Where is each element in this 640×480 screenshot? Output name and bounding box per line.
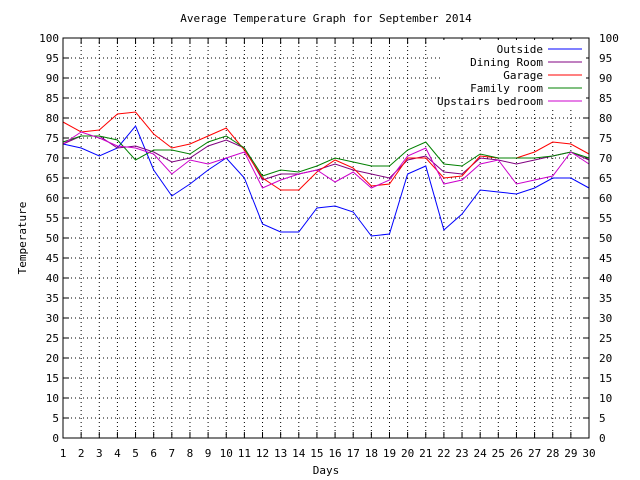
x-tick-label: 3 — [96, 447, 103, 460]
y-tick-label-left: 55 — [46, 212, 59, 225]
series-lines — [62, 111, 590, 237]
x-tick-label: 10 — [220, 447, 233, 460]
x-tick-label: 17 — [347, 447, 360, 460]
x-tick-label: 5 — [132, 447, 139, 460]
x-tick-label: 23 — [455, 447, 468, 460]
x-tick-label: 20 — [401, 447, 414, 460]
y-tick-label-left: 85 — [46, 92, 59, 105]
x-tick-label: 2 — [78, 447, 85, 460]
y-tick-label-right: 60 — [599, 192, 612, 205]
x-axis-label: Days — [313, 464, 340, 477]
y-tick-label-left: 0 — [52, 432, 59, 445]
y-tick-label-right: 35 — [599, 292, 612, 305]
x-tick-label: 8 — [187, 447, 194, 460]
x-tick-label: 22 — [437, 447, 450, 460]
y-tick-label-right: 40 — [599, 272, 612, 285]
y-tick-label-left: 50 — [46, 232, 59, 245]
x-tick-label: 29 — [564, 447, 577, 460]
series-line-upstairs-bedroom — [62, 131, 590, 189]
y-tick-label-right: 20 — [599, 352, 612, 365]
y-tick-label-right: 90 — [599, 72, 612, 85]
x-tick-label: 19 — [383, 447, 396, 460]
y-tick-label-right: 0 — [599, 432, 606, 445]
y-axis-label: Temperature — [16, 202, 29, 275]
x-tick-label: 1 — [60, 447, 67, 460]
x-tick-label: 9 — [205, 447, 212, 460]
plot-frame — [62, 37, 590, 439]
y-tick-label-left: 35 — [46, 292, 59, 305]
legend-label: Dining Room — [470, 56, 543, 69]
series-line-garage — [62, 111, 590, 191]
x-tick-label: 21 — [419, 447, 432, 460]
x-tick-label: 28 — [546, 447, 559, 460]
series-line-outside — [62, 125, 590, 237]
y-tick-label-left: 100 — [39, 32, 59, 45]
y-tick-label-right: 5 — [599, 412, 606, 425]
x-tick-label: 13 — [274, 447, 287, 460]
y-tick-label-right: 25 — [599, 332, 612, 345]
y-tick-label-right: 30 — [599, 312, 612, 325]
y-tick-label-right: 100 — [599, 32, 619, 45]
y-tick-label-right: 95 — [599, 52, 612, 65]
grid — [63, 38, 589, 438]
y-tick-label-left: 95 — [46, 52, 59, 65]
y-tick-label-left: 80 — [46, 112, 59, 125]
x-tick-label: 15 — [310, 447, 323, 460]
y-tick-label-right: 50 — [599, 232, 612, 245]
chart-title: Average Temperature Graph for September … — [180, 12, 472, 25]
y-tick-label-left: 20 — [46, 352, 59, 365]
y-tick-label-right: 10 — [599, 392, 612, 405]
y-tick-label-left: 40 — [46, 272, 59, 285]
y-tick-label-right: 65 — [599, 172, 612, 185]
x-tick-label: 14 — [292, 447, 306, 460]
y-tick-label-left: 30 — [46, 312, 59, 325]
y-tick-label-right: 70 — [599, 152, 612, 165]
x-tick-label: 18 — [365, 447, 378, 460]
y-tick-label-left: 5 — [52, 412, 59, 425]
y-tick-label-right: 85 — [599, 92, 612, 105]
y-tick-label-left: 75 — [46, 132, 59, 145]
y-tick-label-right: 80 — [599, 112, 612, 125]
y-tick-label-right: 55 — [599, 212, 612, 225]
legend-background — [440, 40, 586, 108]
x-tick-label: 27 — [528, 447, 541, 460]
x-tick-label: 6 — [150, 447, 157, 460]
series-line-family-room — [62, 135, 590, 177]
x-tick-label: 16 — [328, 447, 341, 460]
x-tick-label: 11 — [238, 447, 251, 460]
y-tick-label-left: 15 — [46, 372, 59, 385]
x-tick-label: 4 — [114, 447, 121, 460]
y-tick-label-right: 75 — [599, 132, 612, 145]
legend-label: Family room — [470, 82, 543, 95]
legend-label: Outside — [497, 43, 543, 56]
x-tick-label: 25 — [492, 447, 505, 460]
y-tick-label-left: 70 — [46, 152, 59, 165]
y-tick-label-right: 45 — [599, 252, 612, 265]
legend-label: Garage — [503, 69, 543, 82]
y-tick-label-left: 60 — [46, 192, 59, 205]
y-tick-label-left: 90 — [46, 72, 59, 85]
y-tick-label-left: 25 — [46, 332, 59, 345]
x-tick-label: 7 — [169, 447, 176, 460]
x-tick-label: 24 — [474, 447, 488, 460]
y-tick-label-left: 10 — [46, 392, 59, 405]
x-tick-label: 30 — [582, 447, 595, 460]
legend-label: Upstairs bedroom — [437, 95, 543, 108]
x-tick-label: 12 — [256, 447, 269, 460]
x-tick-label: 26 — [510, 447, 523, 460]
series-line-dining-room — [62, 135, 590, 181]
y-tick-label-right: 15 — [599, 372, 612, 385]
y-tick-label-left: 45 — [46, 252, 59, 265]
y-tick-label-left: 65 — [46, 172, 59, 185]
